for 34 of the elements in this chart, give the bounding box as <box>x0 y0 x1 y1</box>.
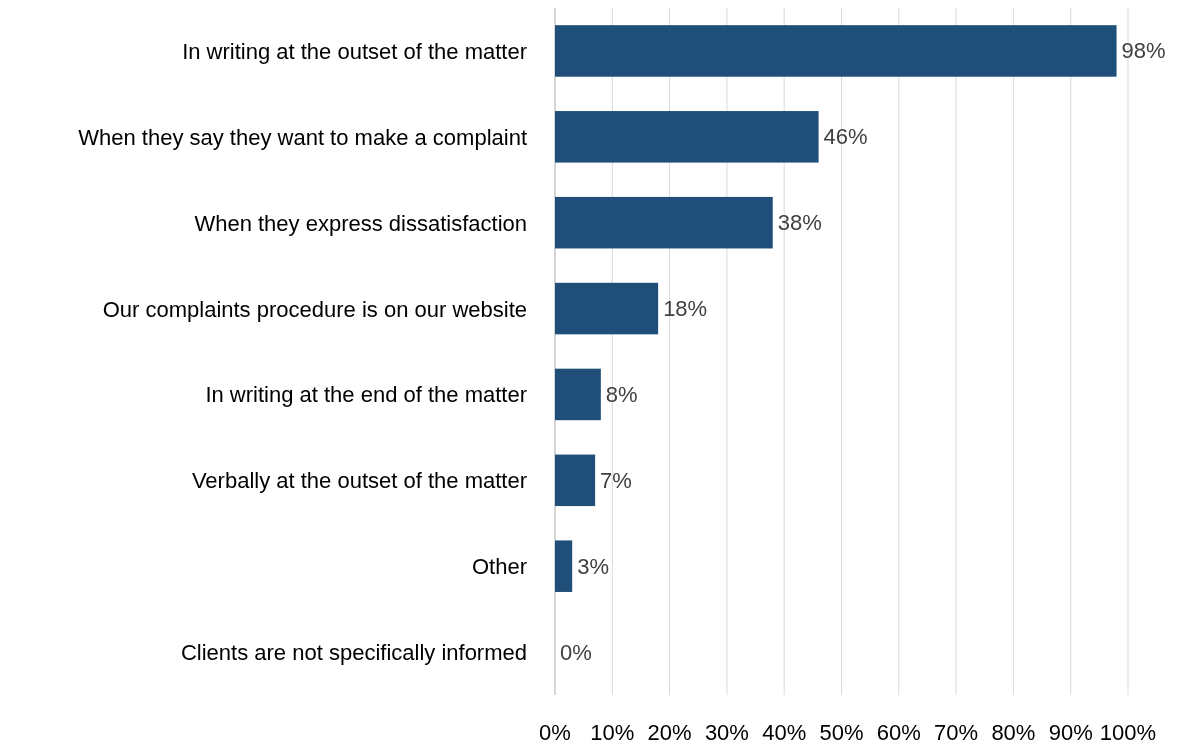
x-tick-label: 10% <box>590 720 635 745</box>
data-label: 0% <box>560 639 592 665</box>
bar <box>555 25 1117 77</box>
x-tick-label: 30% <box>704 720 749 745</box>
x-tick-label: 90% <box>1048 720 1093 745</box>
bar <box>555 111 819 163</box>
x-tick-label: 40% <box>762 720 807 745</box>
bar <box>555 540 573 592</box>
data-label: 7% <box>600 467 632 493</box>
x-tick-label: 20% <box>647 720 692 745</box>
data-label: 3% <box>577 553 609 579</box>
y-tick-label: Verbally at the outset of the matter <box>191 467 527 493</box>
data-label: 38% <box>777 210 822 236</box>
x-tick-label: 60% <box>876 720 921 745</box>
y-tick-label: In writing at the outset of the matter <box>182 38 527 64</box>
bar <box>555 368 601 421</box>
y-tick-label: Our complaints procedure is on our website <box>102 296 527 322</box>
y-tick-label: When they say they want to make a complaint <box>78 124 527 150</box>
bar <box>555 282 659 335</box>
x-tick-label: 50% <box>819 720 864 745</box>
x-tick-label: 70% <box>934 720 979 745</box>
data-label: 98% <box>1121 38 1166 64</box>
data-label: 18% <box>663 296 708 322</box>
y-tick-label: When they express dissatisfaction <box>194 210 527 236</box>
bar <box>555 454 596 507</box>
x-tick-label: 0% <box>539 720 571 745</box>
data-label: 8% <box>605 381 638 407</box>
data-label: 46% <box>823 124 868 150</box>
y-tick-label: Clients are not specifically informed <box>180 639 527 665</box>
x-tick-label: 100% <box>1099 720 1157 745</box>
y-tick-label: In writing at the end of the matter <box>205 381 527 407</box>
bar <box>555 196 773 249</box>
x-tick-label: 80% <box>991 720 1036 745</box>
y-tick-label: Other <box>471 553 527 579</box>
